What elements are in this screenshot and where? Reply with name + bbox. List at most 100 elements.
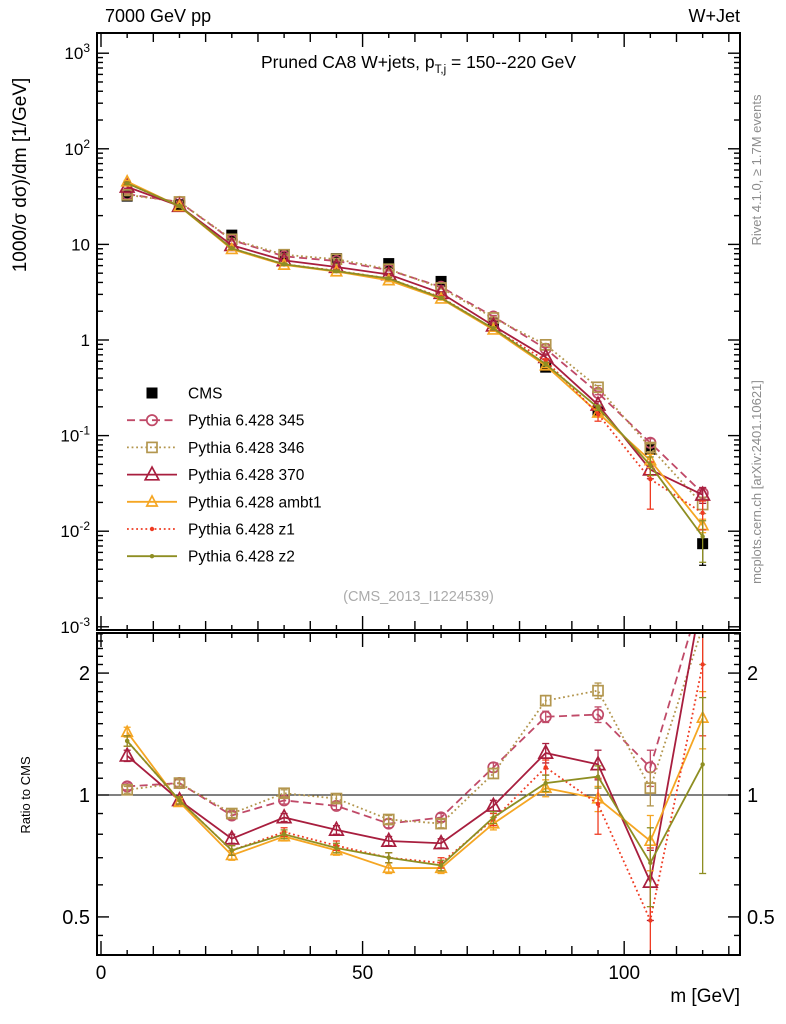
- series-z2-ratio-marker: [386, 855, 391, 860]
- series-ambt1-ratio-marker: [225, 847, 239, 861]
- analysis-id-watermark: (CMS_2013_I1224539): [343, 589, 494, 605]
- series-p346-main-marker: [121, 188, 134, 201]
- series-z1-ratio-marker: [700, 662, 705, 667]
- legend-z1-marker: [149, 526, 155, 532]
- plot-title: Pruned CA8 W+jets, pT,j = 150--220 GeV: [97, 52, 740, 76]
- series-z1-main-marker: [700, 510, 705, 516]
- series-p370-main-line: [126, 185, 704, 496]
- main-panel-frame: [96, 32, 741, 631]
- main-y-tick-label: 10-1: [60, 424, 90, 446]
- legend-p346-marker: [146, 441, 158, 454]
- process-label: W+Jet: [688, 6, 740, 26]
- series-p346-ratio-marker: [121, 783, 134, 796]
- series-z2-ratio-marker: [543, 780, 548, 786]
- legend: CMS Pythia 6.428 345 Pythia 6.428 346 Pythi…: [127, 386, 322, 566]
- series-p345-ratio-marker: [539, 710, 552, 723]
- legend-cms-marker: [146, 387, 158, 399]
- ratio-panel-frame: [96, 632, 741, 956]
- series-z2-main-line: [126, 182, 704, 538]
- series-p370-ratio-marker: [380, 831, 397, 848]
- legend-item-label: Pythia 6.428 ambt1: [188, 494, 322, 511]
- series-ambt1-main-marker: [539, 357, 553, 371]
- x-tick-label: 50: [352, 963, 373, 984]
- series-ambt1-ratio-marker: [434, 860, 448, 874]
- plot-title-suffix: = 150--220 GeV: [446, 52, 576, 72]
- series-z2-ratio-marker: [648, 860, 653, 866]
- series-p346-ratio-marker: [382, 813, 395, 826]
- series-z1-main-marker: [595, 411, 601, 417]
- series-z2-ratio-marker: [281, 832, 287, 837]
- ratio-panel-data: [97, 583, 740, 955]
- legend-item-label: Pythia 6.428 370: [188, 467, 305, 484]
- plot-title-prefix: Pruned CA8 W+jets, p: [261, 52, 435, 72]
- series-z2-main-marker: [281, 262, 287, 267]
- series-p346-main-line: [127, 193, 704, 506]
- axis-ticks: [97, 33, 740, 955]
- series-p370-ratio-marker: [275, 808, 293, 824]
- legend-item: CMS: [146, 386, 222, 403]
- series-p370-ratio-marker: [328, 820, 345, 836]
- series-z2-ratio-marker: [438, 863, 444, 868]
- series-z2-ratio-marker: [491, 815, 496, 820]
- plot-title-subscript: T,j: [434, 64, 447, 76]
- series-z2-main-marker: [438, 295, 444, 301]
- series-z1-main-marker: [648, 476, 653, 482]
- series-z2-ratio-marker: [124, 738, 130, 744]
- legend-item: Pythia 6.428 370: [127, 465, 305, 484]
- legend-item: Pythia 6.428 z1: [127, 522, 295, 539]
- ratio-y-tick-label-right: 2: [747, 663, 758, 685]
- beam-energy-label: 7000 GeV pp: [105, 6, 212, 26]
- main-y-tick-label: 10: [71, 235, 90, 254]
- main-y-tick-label: 103: [64, 41, 90, 63]
- series-p346-ratio-marker: [435, 817, 447, 830]
- series-p345-ratio-marker: [591, 708, 605, 721]
- series-z2-main-marker: [491, 326, 496, 331]
- series-p346-main-marker: [592, 381, 604, 394]
- legend-item-label: Pythia 6.428 345: [188, 413, 304, 430]
- main-y-tick-label: 10-2: [60, 519, 90, 541]
- series-p346-ratio-marker: [487, 767, 500, 780]
- series-z2-main-marker: [700, 534, 705, 539]
- legend-item-label: Pythia 6.428 z1: [188, 522, 295, 539]
- series-ambt1-ratio-marker: [329, 842, 344, 856]
- series-z2-main-marker: [229, 246, 234, 251]
- series-z2-ratio-marker: [595, 774, 601, 779]
- series-p345-ratio-marker: [697, 585, 707, 595]
- legend-item: Pythia 6.428 346: [127, 440, 304, 457]
- legend-p345-marker: [145, 414, 159, 427]
- x-tick-label: 100: [608, 963, 640, 984]
- series-z2-main-marker: [177, 203, 182, 209]
- series-z1-ratio-marker: [543, 765, 548, 770]
- series-p346-ratio-marker: [539, 694, 552, 707]
- legend-item-label: Pythia 6.428 346: [188, 440, 304, 457]
- series-z2-ratio-marker: [700, 762, 705, 767]
- main-y-tick-label: 1: [81, 331, 90, 350]
- x-axis-label: m [GeV]: [670, 986, 740, 1007]
- main-panel-data: [118, 173, 711, 566]
- main-y-tick-label: 10-3: [60, 615, 90, 637]
- series-z2-ratio-marker: [334, 845, 339, 851]
- series-ambt1-ratio-marker: [172, 794, 187, 808]
- series-p345-ratio-line: [127, 633, 692, 825]
- x-tick-label: 0: [96, 963, 107, 984]
- series-p346-ratio-marker: [592, 684, 604, 697]
- series-p370-ratio-marker: [432, 833, 450, 850]
- series-p370-ratio-marker: [537, 743, 554, 760]
- ratio-y-tick-label: 1: [79, 785, 90, 807]
- series-p370-main-marker: [694, 485, 711, 501]
- series-p370-ratio-marker: [696, 583, 710, 596]
- legend-z2-marker: [149, 554, 155, 559]
- ratio-y-tick-label-right: 0.5: [747, 907, 775, 929]
- series-p370-ratio-marker: [118, 746, 136, 762]
- series-p346-main-marker: [644, 441, 657, 454]
- series-ambt1-ratio-marker: [539, 780, 553, 794]
- legend-item-label: Pythia 6.428 z2: [188, 549, 295, 566]
- legend-item: Pythia 6.428 ambt1: [127, 494, 322, 511]
- series-z2-main-marker: [543, 361, 548, 367]
- ratio-y-tick-label: 0.5: [62, 907, 90, 929]
- legend-item-label: CMS: [188, 386, 222, 403]
- legend-item: Pythia 6.428 345: [127, 413, 304, 430]
- series-p346-ratio-line: [127, 633, 702, 825]
